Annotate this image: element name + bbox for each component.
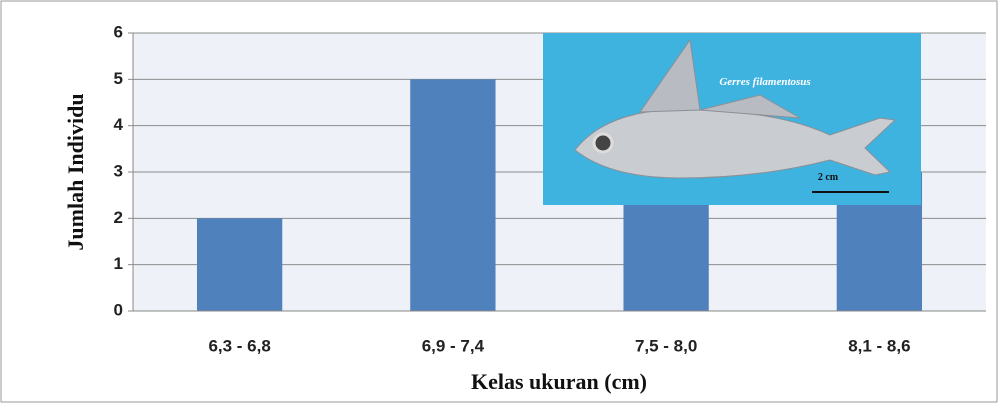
fish-eye: [592, 132, 614, 154]
bar: [410, 79, 496, 311]
x-axis-title: Kelas ukuran (cm): [471, 369, 647, 394]
y-tick-label: 5: [114, 69, 123, 88]
image-caption: Gerres filamentosus: [719, 76, 810, 88]
y-tick-label: 2: [114, 208, 123, 227]
y-tick-label: 0: [114, 300, 123, 319]
y-axis-title: Jumlah Individu: [63, 93, 88, 250]
y-tick-label: 3: [114, 161, 123, 180]
y-tick-label: 6: [114, 22, 123, 41]
scale-label: 2 cm: [818, 172, 839, 183]
fish-photo: Gerres filamentosus 2 cm: [543, 33, 921, 205]
x-tick-label: 6,3 - 6,8: [208, 336, 270, 355]
fish-fin: [639, 38, 801, 119]
y-tick-label: 1: [114, 254, 123, 273]
x-tick-label: 7,5 - 8,0: [635, 336, 697, 355]
x-tick-label: 8,1 - 8,6: [848, 336, 910, 355]
x-tick-label: 6,9 - 7,4: [422, 336, 485, 355]
y-tick-label: 4: [114, 115, 124, 134]
bar: [196, 218, 283, 311]
